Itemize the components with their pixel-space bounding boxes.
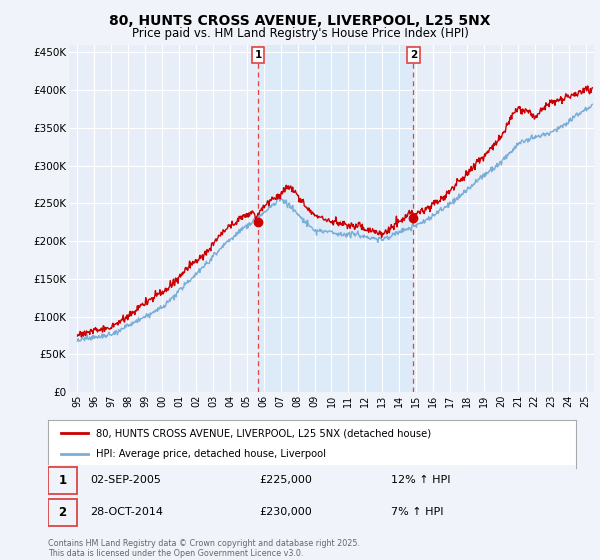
Text: Contains HM Land Registry data © Crown copyright and database right 2025.
This d: Contains HM Land Registry data © Crown c… bbox=[48, 539, 360, 558]
Text: HPI: Average price, detached house, Liverpool: HPI: Average price, detached house, Live… bbox=[95, 449, 326, 459]
Bar bbox=[48, 499, 77, 526]
Text: 1: 1 bbox=[254, 50, 262, 60]
Bar bbox=[258, 45, 413, 392]
Text: 7% ↑ HPI: 7% ↑ HPI bbox=[391, 507, 444, 517]
Text: 1: 1 bbox=[58, 474, 67, 487]
Text: £230,000: £230,000 bbox=[259, 507, 312, 517]
Text: 80, HUNTS CROSS AVENUE, LIVERPOOL, L25 5NX (detached house): 80, HUNTS CROSS AVENUE, LIVERPOOL, L25 5… bbox=[95, 428, 431, 438]
Text: 02-SEP-2005: 02-SEP-2005 bbox=[90, 475, 161, 486]
Text: 28-OCT-2014: 28-OCT-2014 bbox=[90, 507, 163, 517]
Text: 2: 2 bbox=[58, 506, 67, 519]
Text: 80, HUNTS CROSS AVENUE, LIVERPOOL, L25 5NX: 80, HUNTS CROSS AVENUE, LIVERPOOL, L25 5… bbox=[109, 14, 491, 28]
Text: 2: 2 bbox=[410, 50, 417, 60]
Bar bbox=[48, 466, 77, 494]
Text: Price paid vs. HM Land Registry's House Price Index (HPI): Price paid vs. HM Land Registry's House … bbox=[131, 27, 469, 40]
Text: £225,000: £225,000 bbox=[259, 475, 312, 486]
Text: 12% ↑ HPI: 12% ↑ HPI bbox=[391, 475, 451, 486]
